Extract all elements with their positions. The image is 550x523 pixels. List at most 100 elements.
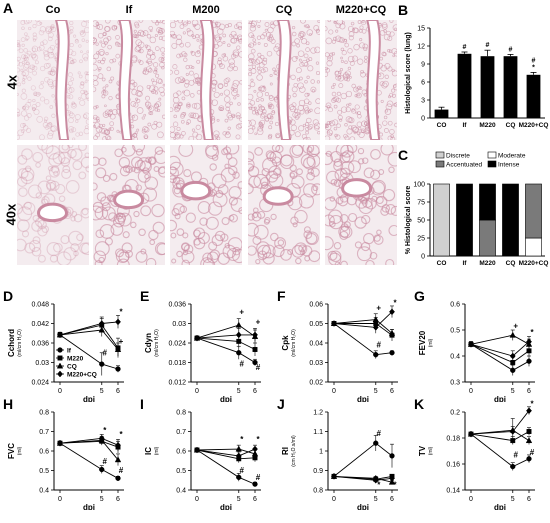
data-point-if [389,453,395,459]
panel-label-f: F [277,288,286,304]
y-tick-label: 0.03 [35,360,49,367]
significance-mark: # [240,360,245,369]
bar-segment-intense-cq [502,183,519,257]
y-tick-label: 6 [421,80,425,87]
legend-swatch-intense [487,160,497,168]
stacked-bar-chart-histological-percent: Discrete Moderate Accentuated Intense 0 25 50 7… [405,151,549,267]
data-point-cq [235,321,242,328]
y-tick-label: 12 [417,44,425,51]
significance-mark: * [240,435,244,444]
series-line-if [333,323,393,356]
micrograph-4x-co [17,20,89,140]
data-point-m220-cq [389,474,395,482]
legend-label-if: If [67,348,72,355]
significance-mark: # [377,340,382,349]
significance-mark: * [256,435,260,444]
panel-label-j: J [277,396,285,412]
x-tick-label: If [463,122,468,129]
y-axis-label: % Histological score [405,186,412,255]
y-tick-label: 0.036 [31,341,49,348]
data-point-cq [388,329,396,336]
x-tick-label: 0 [332,388,336,395]
x-tick-label: CO [437,122,447,129]
x-tick-label: 0 [58,496,62,503]
y-axis-label: TV [418,445,427,456]
x-tick-label: M220+CQ [519,260,549,267]
x-tick-label: 5 [100,388,104,395]
y-tick-label: 0.4 [39,488,49,495]
y-tick-label: 0.04 [309,341,323,348]
data-point-cq [525,437,533,444]
significance-mark: # [240,466,245,475]
data-point-m220-cq [115,441,121,449]
data-point-cq [114,456,122,463]
x-tick-label: M220 [479,260,496,267]
x-tick-label: 6 [253,388,257,395]
data-point-m220-cq [468,340,474,348]
line-chart-cdyn: 0.012 0.018 0.024 0.03 0.036 0 5 6 dpi Cdyn (ml/cm… [144,302,261,402]
y-tick-label: 0.7 [176,429,186,436]
y-tick-label: 0.9 [313,468,323,475]
x-tick-label: 5 [374,388,378,395]
line-chart-ic: 0.4 0.5 0.6 0.7 0.8 0 5 6 dpi IC (ml) * # * # [144,410,261,510]
data-point-if [510,463,516,470]
y-tick-label: 75 [417,200,425,207]
x-axis-label: dpi [83,503,95,510]
y-tick-label: 0.048 [31,302,49,309]
column-label-co: Co [45,4,61,16]
x-tick-label: M220+CQ [519,122,549,129]
micrograph-40x-cq [248,145,320,265]
series-line-m220-cq [470,410,530,435]
data-point-if [236,474,242,480]
y-axis-unit: (ml/cm H₂O) [17,329,23,357]
x-tick-label: 6 [116,388,120,395]
y-tick-label: 0.024 [31,380,49,387]
x-tick-label: 5 [237,388,241,395]
y-tick-label: 1.1 [313,429,323,436]
y-tick-label: 0.16 [446,462,460,469]
data-point-m220-cq [526,338,532,346]
y-tick-label: 25 [417,236,425,243]
y-axis-unit: (cm H₂O.s/ml) [291,435,297,467]
x-tick-label: CQ [506,260,516,267]
data-point-m220 [526,429,532,434]
x-tick-label: 5 [511,496,515,503]
y-tick-label: 0 [421,116,425,123]
y-tick-label: 0.024 [168,341,186,348]
data-point-if [115,366,121,372]
panel-label-g: G [414,288,425,304]
y-tick-label: 0.6 [450,302,460,309]
significance-mark: * [530,400,534,409]
x-axis-label: dpi [494,395,506,402]
bar-co [434,109,449,118]
data-point-m220-cq [57,331,63,339]
data-point-m220-cq [235,331,242,339]
y-axis-label: RI [281,447,290,455]
micrograph-40x-if [93,145,165,265]
x-tick-label: 6 [527,388,531,395]
y-tick-label: 0 [421,254,425,261]
data-point-m220-cq [194,446,200,454]
series-line-m220-cq [333,311,393,328]
y-tick-label: 3 [421,98,425,105]
x-tick-label: 6 [253,496,257,503]
series-line-m220 [59,324,119,349]
y-axis-label: Cchord [7,329,16,357]
data-point-if [389,350,395,356]
x-tick-label: If [463,260,468,267]
x-axis-label: dpi [83,395,95,402]
y-tick-label: 0.2 [450,410,460,417]
y-axis-label: Cdyn [144,333,153,353]
x-tick-label: 0 [332,496,336,503]
data-point-m220-cq [98,434,105,442]
significance-mark: + [119,337,124,346]
series-line-cq [470,334,530,345]
micrograph-4x-m200 [170,20,242,140]
micrograph-40x-co [17,145,89,265]
x-tick-label: 0 [469,388,473,395]
panel-label-e: E [140,288,150,304]
significance-mark: * [377,481,381,490]
y-tick-label: 0.4 [176,488,186,495]
significance-mark: * [393,299,397,308]
x-tick-label: 6 [390,496,394,503]
